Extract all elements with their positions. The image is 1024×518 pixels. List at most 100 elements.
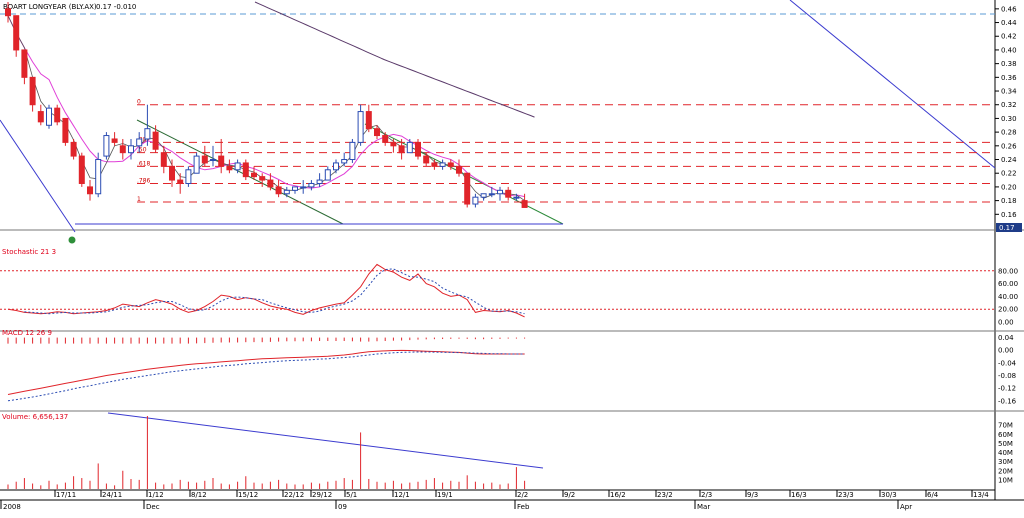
fib-level-label: .382 [137,136,151,143]
candle-body [87,186,93,195]
candle-body [95,159,102,195]
candle-body [185,169,192,184]
price-tick-label: 0.28 [1001,129,1017,137]
period-label: Feb [517,503,530,511]
candle-body [160,152,167,167]
stoch-tick-label: 80.00 [998,267,1018,275]
signal-dot [68,236,76,244]
x-tick-label: 22/12 [284,491,304,499]
x-tick-label: 16/3 [791,491,807,499]
fib-level-label: 1 [137,196,141,203]
price-tick-label: 0.46 [1001,5,1017,13]
candle-body [234,162,241,171]
macd-line [7,349,525,395]
volume-tick-label: 60M [998,431,1013,439]
candle-body [226,165,233,171]
candle-body [210,159,216,162]
candle-body [201,155,208,164]
candle-body [169,165,175,181]
chart-quote: 0.17 -0.010 [96,3,136,11]
x-tick-label: 19/1 [437,491,453,499]
x-tick-label: 23/2 [657,491,673,499]
x-tick-label: 2/3 [701,491,712,499]
candle-body [300,186,307,189]
candle-body [242,162,249,178]
candle-body [292,186,298,191]
last-price-label: 0.17 [999,224,1015,232]
x-tick-label: 12/1 [394,491,410,499]
candle-body [357,111,364,143]
price-tick-label: 0.24 [1001,156,1017,164]
candle-body [62,117,69,143]
price-tick-label: 0.38 [1001,60,1017,68]
candle-body [218,155,225,167]
price-tick-label: 0.20 [1001,183,1017,191]
macd-tick-label: -0.08 [998,372,1016,380]
candle-body [521,200,528,208]
candle-body [54,107,61,123]
period-label: 09 [338,503,347,511]
candle-body [431,162,438,167]
x-tick-label: 16/2 [610,491,626,499]
macd-tick-label: 0.04 [998,334,1014,342]
candle-body [193,155,200,174]
candle-body [456,165,462,174]
candle-body [341,159,348,164]
volume-tick-label: 40M [998,449,1013,457]
volume-tick-label: 30M [998,458,1013,466]
candle-body [283,189,290,195]
chart-title: BOART LONGYEAR (BLY.AX) [3,3,97,11]
x-tick-label: 1/12 [148,491,164,499]
candle-body [390,141,397,147]
candle-body [308,182,315,188]
price-tick-label: 0.34 [1001,88,1017,96]
price-tick-label: 0.30 [1001,115,1017,123]
candle-body [5,8,11,17]
stoch-tick-label: 40.00 [998,293,1018,301]
price-tick-label: 0.42 [1001,33,1017,41]
candle-body [37,111,44,123]
x-tick-label: 24/11 [102,491,122,499]
macd-tick-label: -0.04 [998,359,1017,367]
candle-body [177,179,184,184]
macd-signal-line [7,351,525,402]
stoch-tick-label: 20.00 [998,306,1018,314]
candle-body [415,141,421,157]
x-tick-label: 9/3 [747,491,758,499]
macd-tick-label: -0.12 [998,385,1016,393]
long-trendline [789,0,996,169]
x-tick-label: 8/12 [191,491,207,499]
candle-body [152,131,159,150]
x-tick-label: 9/2 [564,491,575,499]
candle-body [505,189,512,198]
fib-level-label: .618 [137,160,151,167]
candle-body [464,172,471,205]
candle-body [324,169,331,181]
volume-label: Volume: 6,656,137 [2,413,68,421]
candle-body [46,107,52,126]
channel-line [0,119,76,233]
candle-body [382,135,389,143]
candle-body [374,128,380,137]
fib-level-label: .786 [137,177,151,184]
macd-tick-label: 0.00 [998,347,1014,355]
ma-fast-line [7,15,525,198]
candle-body [29,76,36,106]
volume-tick-label: 10M [998,476,1013,484]
candle-body [365,111,372,130]
period-label: Mar [697,503,710,511]
candle-body [333,162,339,171]
price-tick-label: 0.44 [1001,19,1017,27]
ma-short-line [7,15,525,201]
stochastic-label: Stochastic 21 3 [2,248,56,256]
price-tick-label: 0.36 [1001,74,1017,82]
price-tick-label: 0.18 [1001,197,1017,205]
candle-body [13,15,20,51]
x-tick-label: 13/4 [973,491,989,499]
candle-body [267,179,274,188]
ma-long-line [254,1,535,118]
fib-level-label: .50 [137,147,147,154]
x-tick-label: 5/1 [346,491,357,499]
macd-tick-label: -0.16 [998,397,1017,405]
